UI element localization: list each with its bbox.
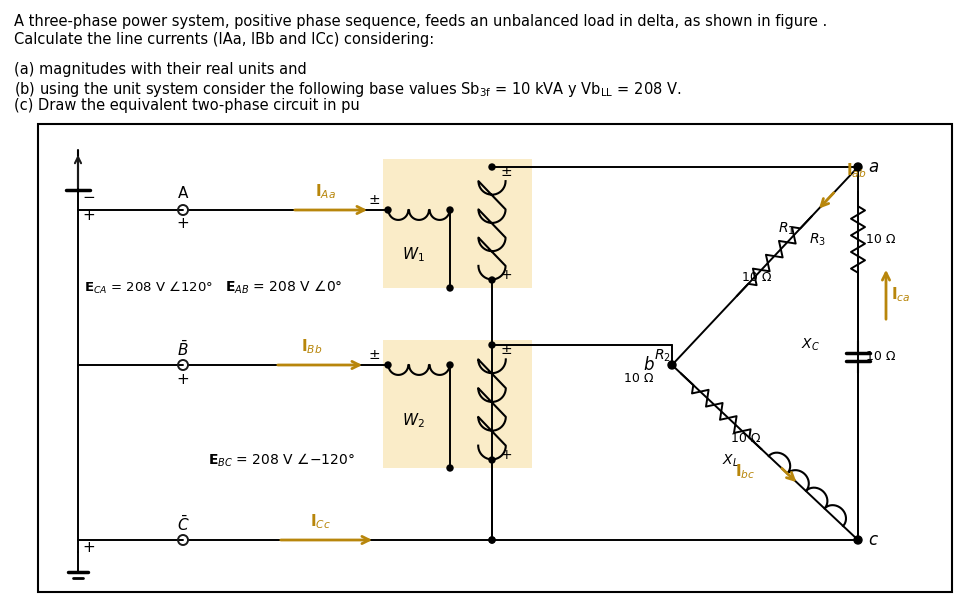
Circle shape [489, 342, 495, 348]
Text: $\mathbf{E}_{AB}$ = 208 V $\angle$0°: $\mathbf{E}_{AB}$ = 208 V $\angle$0° [225, 279, 343, 296]
Text: +: + [82, 541, 95, 556]
Text: $R_2$: $R_2$ [655, 348, 671, 364]
Text: $\mathbf{I}_{ab}$: $\mathbf{I}_{ab}$ [845, 161, 867, 180]
Text: (a) magnitudes with their real units and: (a) magnitudes with their real units and [14, 62, 306, 77]
Text: +: + [500, 268, 511, 282]
Text: A: A [178, 187, 188, 202]
Text: $\mathbf{I}_{ca}$: $\mathbf{I}_{ca}$ [891, 285, 911, 304]
Text: ±: ± [500, 165, 511, 179]
Text: (c) Draw the equivalent two-phase circuit in pu: (c) Draw the equivalent two-phase circui… [14, 98, 360, 113]
Circle shape [447, 285, 453, 291]
Text: (b) using the unit system consider the following base values $\mathrm{Sb_{3f}}$ : (b) using the unit system consider the f… [14, 80, 681, 99]
Text: $\mathbf{I}_{Bb}$: $\mathbf{I}_{Bb}$ [302, 338, 323, 356]
Circle shape [447, 362, 453, 368]
Text: −: − [82, 190, 95, 205]
Text: +: + [177, 216, 189, 231]
Text: $\mathbf{E}_{BC}$ = 208 V $\angle$−120°: $\mathbf{E}_{BC}$ = 208 V $\angle$−120° [208, 452, 355, 469]
Text: b: b [643, 356, 654, 374]
Text: $W_2$: $W_2$ [402, 411, 425, 430]
Text: 10 Ω: 10 Ω [866, 233, 896, 246]
Text: $X_L$: $X_L$ [722, 453, 739, 469]
Text: ±: ± [500, 343, 511, 357]
Text: +: + [500, 448, 511, 462]
Circle shape [489, 164, 495, 170]
Text: $X_C$: $X_C$ [801, 337, 820, 353]
Text: +: + [82, 207, 95, 222]
Circle shape [447, 207, 453, 213]
Circle shape [385, 362, 391, 368]
Text: ±: ± [368, 348, 380, 362]
Text: $\mathbf{I}_{Cc}$: $\mathbf{I}_{Cc}$ [309, 513, 331, 531]
Text: 10 Ω: 10 Ω [866, 350, 896, 364]
Text: $R_1$: $R_1$ [778, 221, 794, 237]
Circle shape [668, 361, 676, 369]
Circle shape [489, 277, 495, 283]
Circle shape [447, 465, 453, 471]
Text: $\mathbf{I}_{Aa}$: $\mathbf{I}_{Aa}$ [314, 182, 336, 201]
Text: $\bar{C}$: $\bar{C}$ [177, 514, 189, 533]
Circle shape [489, 537, 495, 543]
Text: $\mathbf{I}_{bc}$: $\mathbf{I}_{bc}$ [735, 462, 755, 481]
FancyBboxPatch shape [38, 124, 952, 592]
Text: 10 Ω: 10 Ω [624, 372, 653, 385]
Text: $\bar{B}$: $\bar{B}$ [178, 339, 188, 359]
FancyBboxPatch shape [383, 159, 532, 288]
Text: +: + [177, 371, 189, 387]
Text: $W_1$: $W_1$ [401, 245, 425, 264]
Text: $\mathbf{E}_{CA}$ = 208 V $\angle$120°: $\mathbf{E}_{CA}$ = 208 V $\angle$120° [84, 279, 213, 296]
FancyBboxPatch shape [383, 340, 532, 468]
Text: Calculate the line currents (IAa, IBb and ICc) considering:: Calculate the line currents (IAa, IBb an… [14, 32, 434, 47]
Text: c: c [868, 531, 877, 549]
Text: 10 Ω: 10 Ω [731, 431, 760, 444]
Text: $R_3$: $R_3$ [809, 231, 826, 248]
Text: a: a [868, 158, 878, 176]
Text: A three-phase power system, positive phase sequence, feeds an unbalanced load in: A three-phase power system, positive pha… [14, 14, 828, 29]
Circle shape [489, 457, 495, 463]
Circle shape [489, 537, 495, 543]
Circle shape [854, 163, 862, 171]
Text: ±: ± [368, 193, 380, 207]
Circle shape [854, 536, 862, 544]
Text: 10 Ω: 10 Ω [742, 271, 772, 284]
Circle shape [385, 207, 391, 213]
